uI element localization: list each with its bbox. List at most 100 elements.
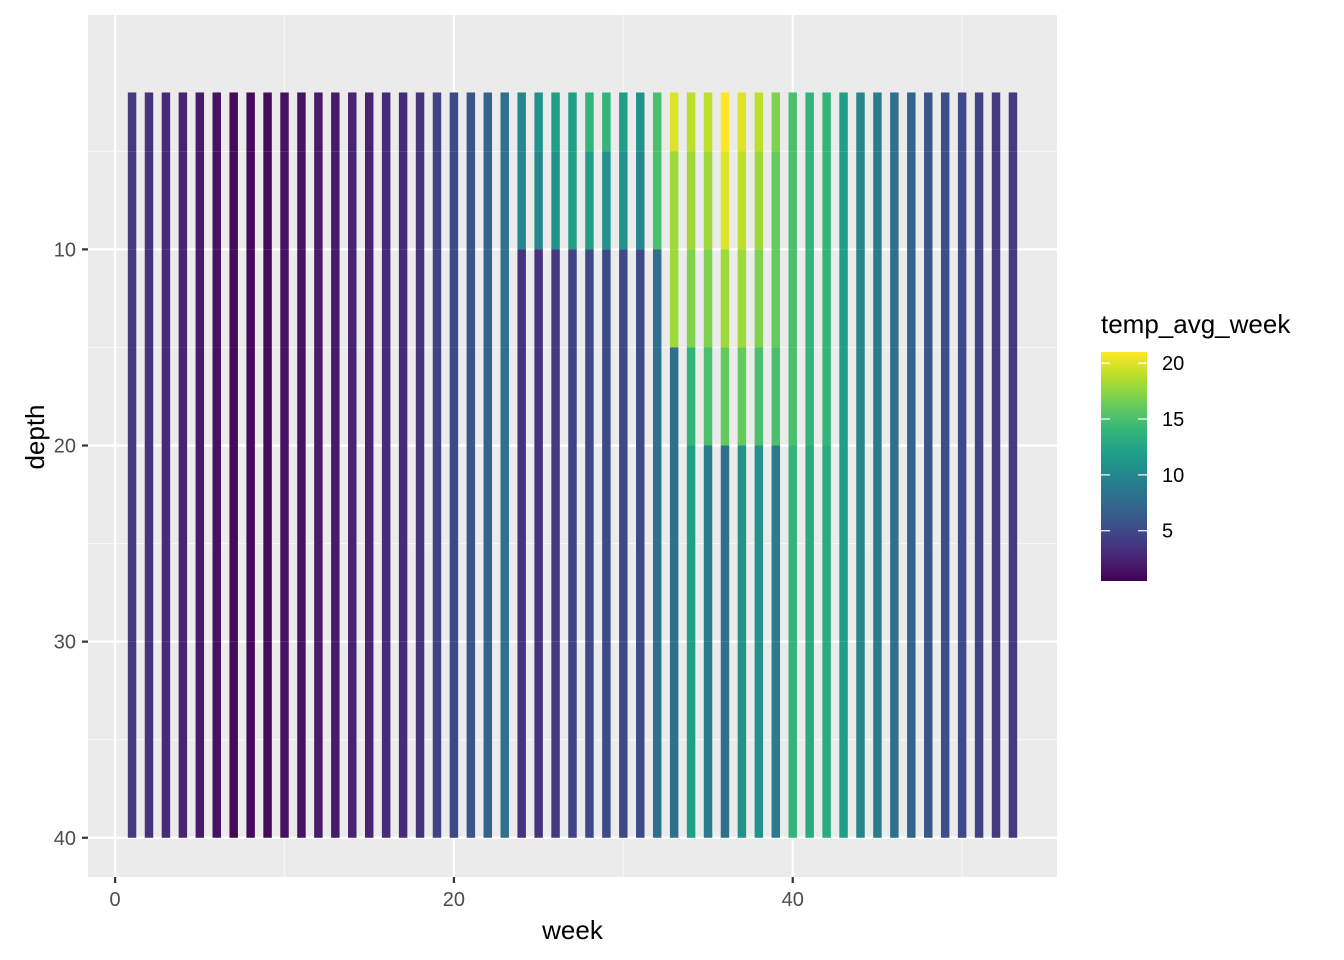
heatmap-tile: [144, 151, 154, 250]
heatmap-tile: [314, 445, 323, 642]
heatmap-tile: [940, 641, 950, 838]
heatmap-tile: [364, 641, 374, 838]
heatmap-tile: [873, 92, 882, 152]
heatmap-tile: [246, 249, 255, 348]
heatmap-tile: [178, 151, 188, 250]
heatmap-tile: [432, 92, 442, 152]
heatmap-tile: [788, 347, 797, 446]
heatmap-tile: [974, 249, 984, 348]
heatmap-tile: [568, 92, 577, 152]
heatmap-tile: [652, 92, 662, 152]
heatmap-tile: [246, 347, 255, 446]
heatmap-tile: [127, 249, 137, 348]
heatmap-tile: [924, 347, 933, 446]
heatmap-tile: [788, 151, 797, 250]
heatmap-tile: [178, 249, 188, 348]
heatmap-tile: [229, 347, 238, 446]
heatmap-tile: [381, 92, 391, 152]
heatmap-tile: [924, 151, 933, 250]
heatmap-tile: [551, 249, 560, 348]
heatmap-tile: [957, 445, 967, 642]
heatmap-tile: [483, 445, 493, 642]
heatmap-tile: [398, 347, 408, 446]
heatmap-tile: [449, 641, 459, 838]
heatmap-tile: [551, 641, 560, 838]
heatmap-tile: [466, 249, 476, 348]
heatmap-tile: [771, 347, 781, 446]
heatmap-tile: [551, 151, 560, 250]
heatmap-tile: [771, 445, 781, 642]
heatmap-tile: [619, 151, 628, 250]
heatmap-tile: [263, 445, 272, 642]
heatmap-tile: [398, 92, 408, 152]
heatmap-tile: [907, 151, 916, 250]
heatmap-tile: [517, 151, 526, 250]
heatmap-tile: [415, 445, 425, 642]
heatmap-tile: [127, 445, 137, 642]
heatmap-tile: [534, 347, 543, 446]
x-axis: 0 20 40: [110, 877, 804, 911]
heatmap-tile: [297, 641, 306, 838]
heatmap-tile: [314, 641, 323, 838]
x-tick-label: 0: [110, 889, 121, 911]
heatmap-tile: [229, 92, 238, 152]
heatmap-tile: [500, 641, 509, 838]
heatmap-tile: [602, 249, 611, 348]
heatmap-tile: [788, 92, 797, 152]
heatmap-tile: [686, 445, 696, 642]
heatmap-tile: [991, 445, 1001, 642]
heatmap-tile: [890, 641, 899, 838]
heatmap-tile: [585, 445, 594, 642]
heatmap-tile: [331, 92, 340, 152]
heatmap-tile: [229, 641, 238, 838]
heatmap-tile: [940, 249, 950, 348]
x-axis-title: week: [541, 915, 604, 945]
heatmap-tile: [686, 151, 696, 250]
heatmap-tile: [873, 249, 882, 348]
heatmap-tile: [297, 347, 306, 446]
heatmap-tile: [805, 249, 814, 348]
heatmap-tile: [551, 92, 560, 152]
heatmap-tile: [517, 641, 526, 838]
heatmap-tile: [161, 347, 171, 446]
heatmap-tile: [957, 347, 967, 446]
heatmap-tile: [466, 347, 476, 446]
heatmap-tile: [449, 347, 459, 446]
heatmap-tile: [703, 445, 713, 642]
heatmap-tile: [229, 249, 238, 348]
color-legend: temp_avg_week 20 15 10 5: [1101, 309, 1291, 581]
heatmap-tile: [466, 445, 476, 642]
heatmap-tile: [822, 641, 831, 838]
heatmap-tile: [703, 92, 713, 152]
heatmap-tile: [381, 347, 391, 446]
heatmap-tile: [212, 151, 221, 250]
y-tick-label: 10: [54, 239, 76, 261]
heatmap-tile: [822, 92, 831, 152]
heatmap-tile: [297, 249, 306, 348]
heatmap-tile: [127, 641, 137, 838]
heatmap-tile: [737, 347, 747, 446]
y-tick-label: 40: [54, 828, 76, 850]
heatmap-tile: [568, 151, 577, 250]
heatmap-tile: [568, 641, 577, 838]
heatmap-tile: [652, 347, 662, 446]
heatmap-tile: [974, 347, 984, 446]
x-tick-label: 20: [443, 889, 465, 911]
heatmap-tile: [534, 151, 543, 250]
heatmap-tile: [636, 151, 645, 250]
heatmap-tile: [636, 641, 645, 838]
heatmap-tile: [500, 249, 509, 348]
heatmap-tile: [585, 92, 594, 152]
heatmap-tile: [636, 445, 645, 642]
heatmap-tile: [1008, 347, 1018, 446]
heatmap-tile: [144, 92, 154, 152]
heatmap-tile: [602, 151, 611, 250]
heatmap-tile: [331, 445, 340, 642]
heatmap-tile: [534, 445, 543, 642]
heatmap-tile: [161, 151, 171, 250]
heatmap-tile: [534, 92, 543, 152]
heatmap-tile: [974, 92, 984, 152]
heatmap-tile: [178, 445, 188, 642]
heatmap-tile: [280, 151, 289, 250]
